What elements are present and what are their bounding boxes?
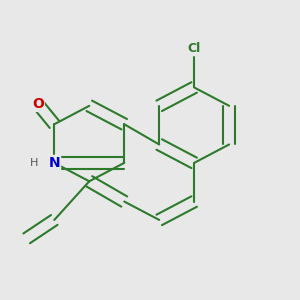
Text: O: O: [32, 97, 44, 111]
Text: H: H: [30, 158, 38, 168]
Text: Cl: Cl: [188, 42, 201, 55]
Text: N: N: [49, 156, 60, 170]
